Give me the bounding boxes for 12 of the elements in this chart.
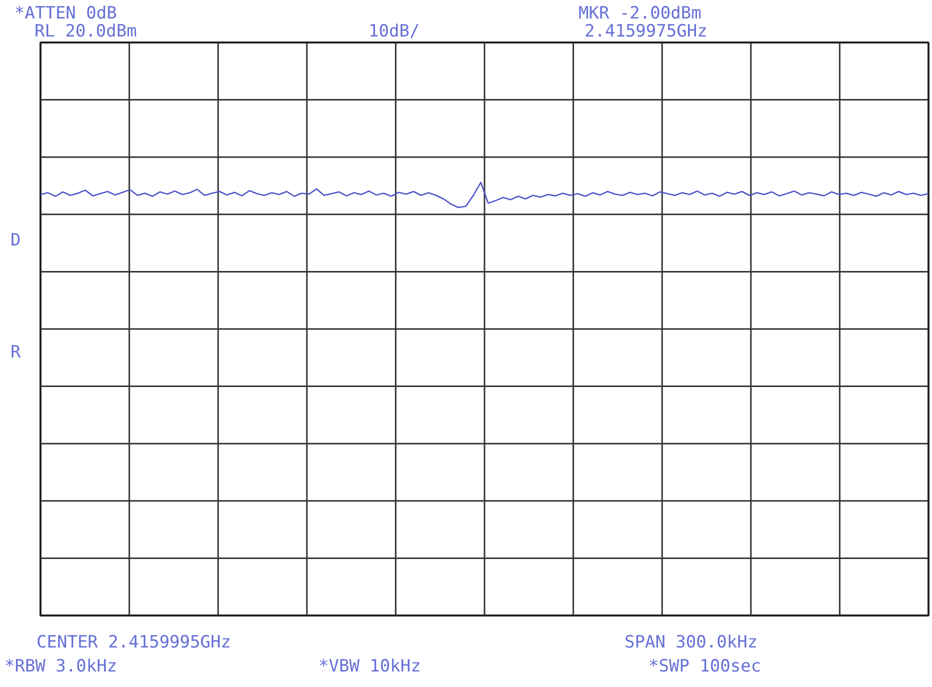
text: MKR -2.00dBm bbox=[578, 4, 702, 24]
text: D bbox=[10, 230, 21, 250]
text: *ATTEN 0dB bbox=[14, 4, 117, 24]
text: 2.4159975GHz bbox=[584, 22, 708, 42]
text: *SWP 100sec bbox=[648, 656, 762, 676]
text: RL 20.0dBm bbox=[34, 22, 137, 42]
text: *RBW 3.0kHz bbox=[4, 656, 118, 676]
text: 10dB/ bbox=[368, 22, 420, 42]
text: *VBW 10kHz bbox=[318, 656, 421, 676]
text: CENTER 2.4159995GHz bbox=[36, 632, 231, 652]
text: SPAN 300.0kHz bbox=[624, 632, 758, 652]
text: R bbox=[10, 342, 22, 362]
